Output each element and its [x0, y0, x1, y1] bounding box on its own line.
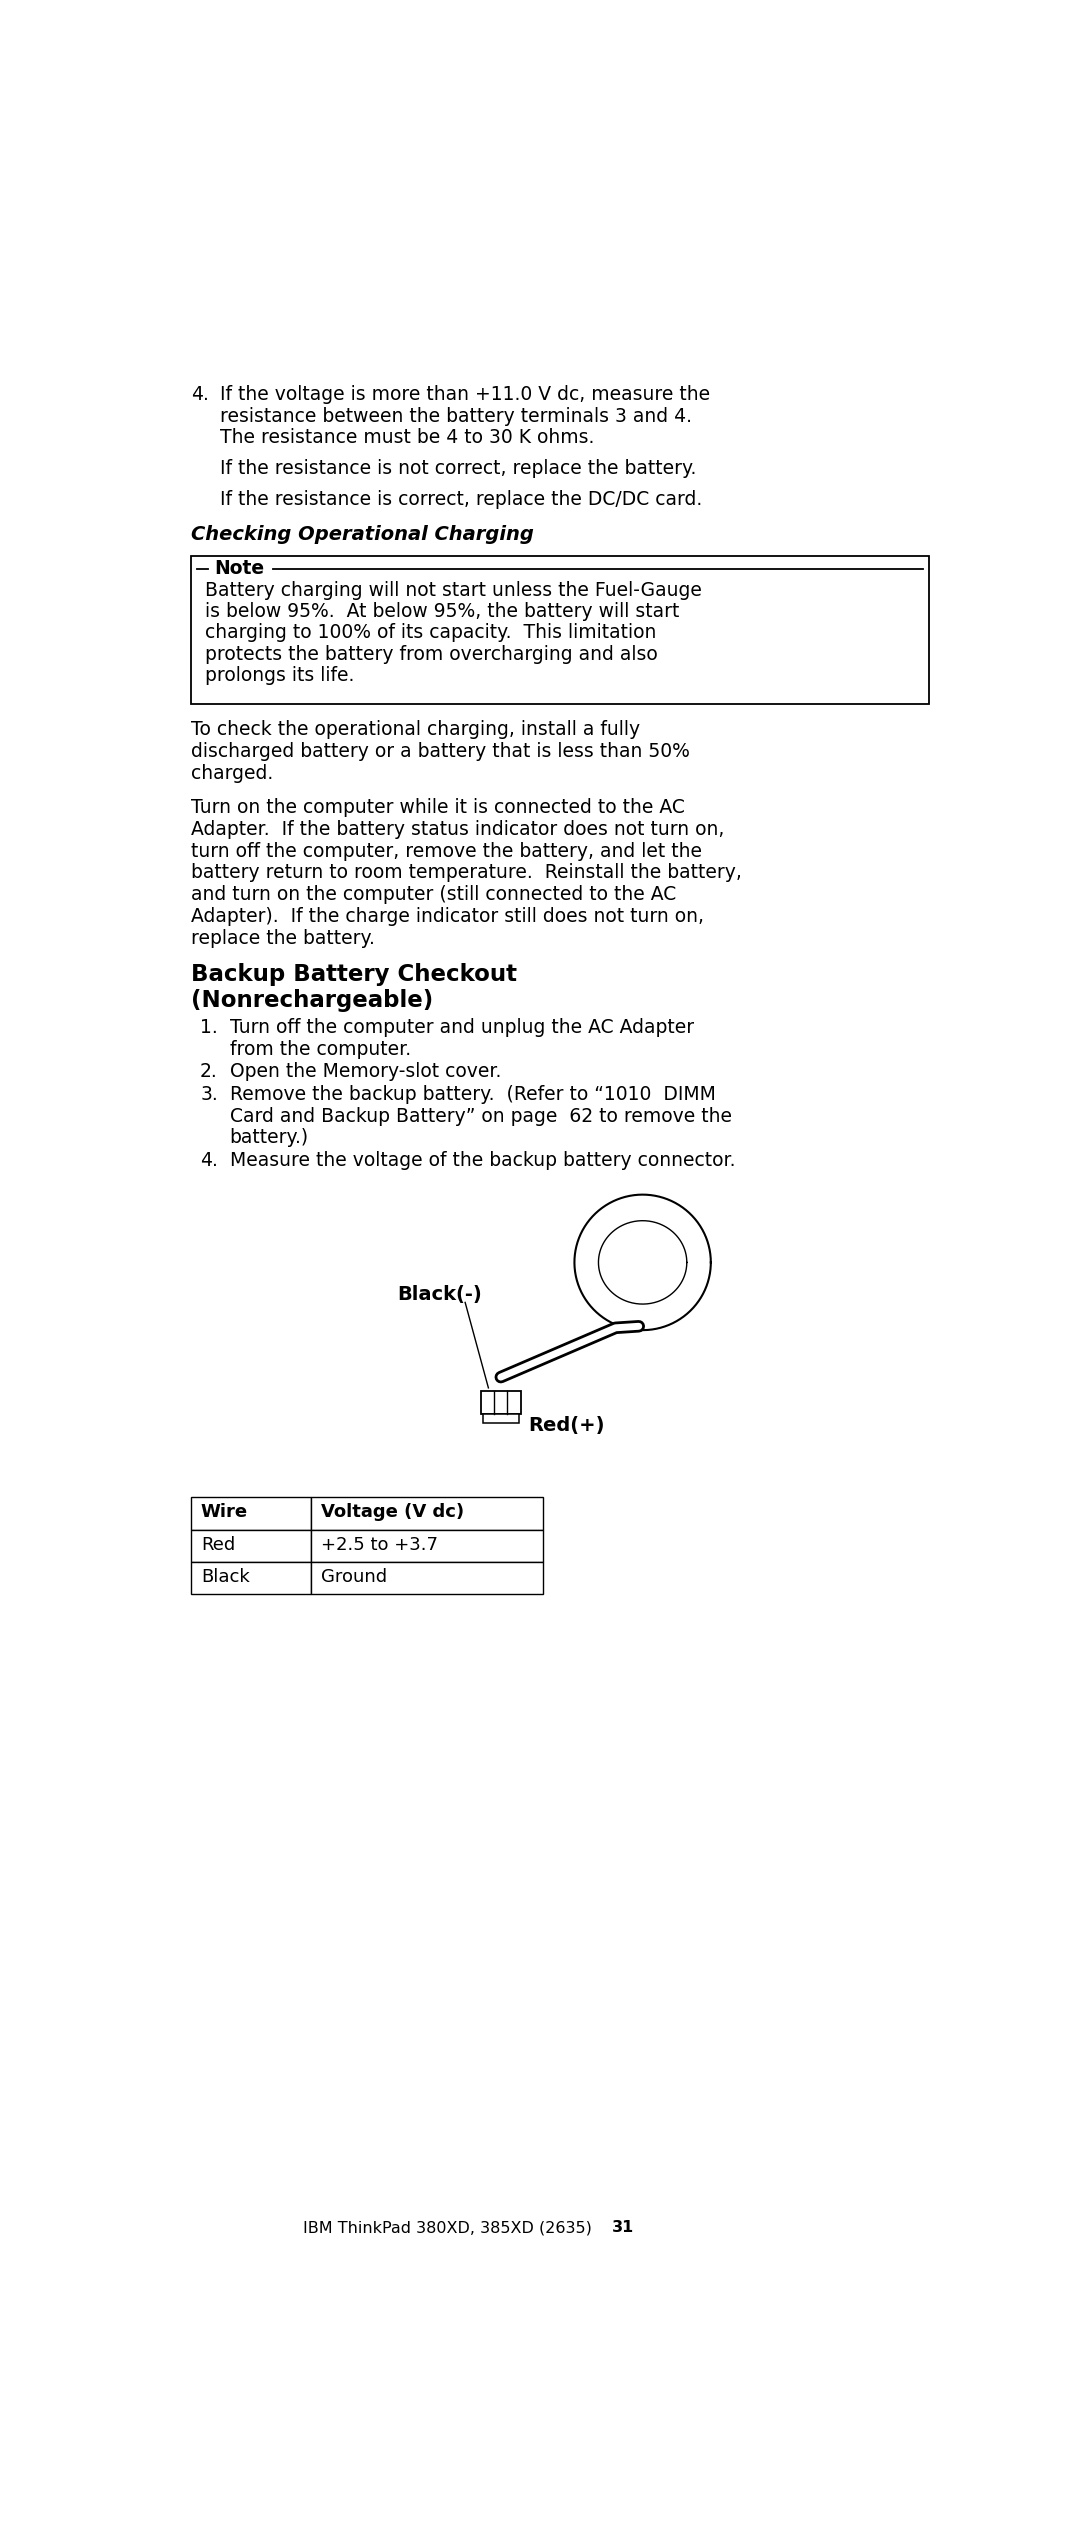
Bar: [311, 1562, 543, 1595]
Text: battery.): battery.): [230, 1129, 309, 1147]
Text: If the resistance is correct, replace the DC/DC card.: If the resistance is correct, replace th…: [220, 491, 702, 509]
Text: Remove the backup battery.  (Refer to “1010  DIMM: Remove the backup battery. (Refer to “10…: [230, 1086, 715, 1104]
Bar: [191, 557, 930, 704]
Text: Voltage (V dc): Voltage (V dc): [321, 1503, 464, 1521]
Text: Note: Note: [214, 559, 265, 577]
Text: The resistance must be 4 to 30 K ohms.: The resistance must be 4 to 30 K ohms.: [220, 428, 595, 448]
Text: charged.: charged.: [191, 764, 273, 782]
Text: IBM ThinkPad 380XD, 385XD (2635): IBM ThinkPad 380XD, 385XD (2635): [303, 2220, 592, 2235]
Text: protects the battery from overcharging and also: protects the battery from overcharging a…: [205, 645, 658, 663]
Text: Red(+): Red(+): [529, 1417, 605, 1435]
Bar: [483, 1415, 518, 1422]
Text: Turn off the computer and unplug the AC Adapter: Turn off the computer and unplug the AC …: [230, 1017, 693, 1038]
Text: Red: Red: [201, 1536, 235, 1554]
Text: If the resistance is not correct, replace the battery.: If the resistance is not correct, replac…: [220, 458, 697, 478]
Bar: [311, 1529, 543, 1562]
Text: battery return to room temperature.  Reinstall the battery,: battery return to room temperature. Rein…: [191, 863, 742, 883]
Bar: [191, 1529, 311, 1562]
Text: prolongs its life.: prolongs its life.: [205, 666, 354, 686]
Text: turn off the computer, remove the battery, and let the: turn off the computer, remove the batter…: [191, 840, 702, 861]
Text: Open the Memory-slot cover.: Open the Memory-slot cover.: [230, 1063, 501, 1081]
Text: +2.5 to +3.7: +2.5 to +3.7: [321, 1536, 438, 1554]
Text: Checking Operational Charging: Checking Operational Charging: [191, 524, 534, 544]
Bar: [311, 1498, 543, 1529]
Text: Adapter.  If the battery status indicator does not turn on,: Adapter. If the battery status indicator…: [191, 820, 725, 838]
Text: 1.: 1.: [200, 1017, 218, 1038]
Text: (Nonrechargeable): (Nonrechargeable): [191, 990, 433, 1012]
Bar: [481, 1392, 521, 1415]
Text: Measure the voltage of the backup battery connector.: Measure the voltage of the backup batter…: [230, 1152, 735, 1169]
Text: 31: 31: [611, 2220, 634, 2235]
Text: and turn on the computer (still connected to the AC: and turn on the computer (still connecte…: [191, 886, 676, 904]
Text: 4.: 4.: [200, 1152, 218, 1169]
Text: Wire: Wire: [201, 1503, 248, 1521]
Text: from the computer.: from the computer.: [230, 1040, 410, 1058]
Text: discharged battery or a battery that is less than 50%: discharged battery or a battery that is …: [191, 742, 690, 762]
Text: Black(-): Black(-): [397, 1286, 482, 1303]
Text: 4.: 4.: [191, 385, 208, 402]
Text: If the voltage is more than +11.0 V dc, measure the: If the voltage is more than +11.0 V dc, …: [220, 385, 711, 402]
Text: 3.: 3.: [200, 1086, 218, 1104]
Bar: [191, 1498, 311, 1529]
Text: Black: Black: [201, 1569, 249, 1587]
Text: 2.: 2.: [200, 1063, 218, 1081]
Text: Battery charging will not start unless the Fuel-Gauge: Battery charging will not start unless t…: [205, 580, 702, 600]
Text: To check the operational charging, install a fully: To check the operational charging, insta…: [191, 719, 640, 739]
Text: Adapter).  If the charge indicator still does not turn on,: Adapter). If the charge indicator still …: [191, 909, 704, 926]
Text: Turn on the computer while it is connected to the AC: Turn on the computer while it is connect…: [191, 797, 685, 818]
Text: is below 95%.  At below 95%, the battery will start: is below 95%. At below 95%, the battery …: [205, 602, 679, 620]
Text: resistance between the battery terminals 3 and 4.: resistance between the battery terminals…: [220, 407, 692, 425]
Text: replace the battery.: replace the battery.: [191, 929, 375, 949]
Bar: [191, 1562, 311, 1595]
Text: charging to 100% of its capacity.  This limitation: charging to 100% of its capacity. This l…: [205, 623, 657, 643]
Text: Card and Backup Battery” on page  62 to remove the: Card and Backup Battery” on page 62 to r…: [230, 1106, 731, 1126]
Text: Backup Battery Checkout: Backup Battery Checkout: [191, 964, 517, 987]
Text: Ground: Ground: [321, 1569, 387, 1587]
